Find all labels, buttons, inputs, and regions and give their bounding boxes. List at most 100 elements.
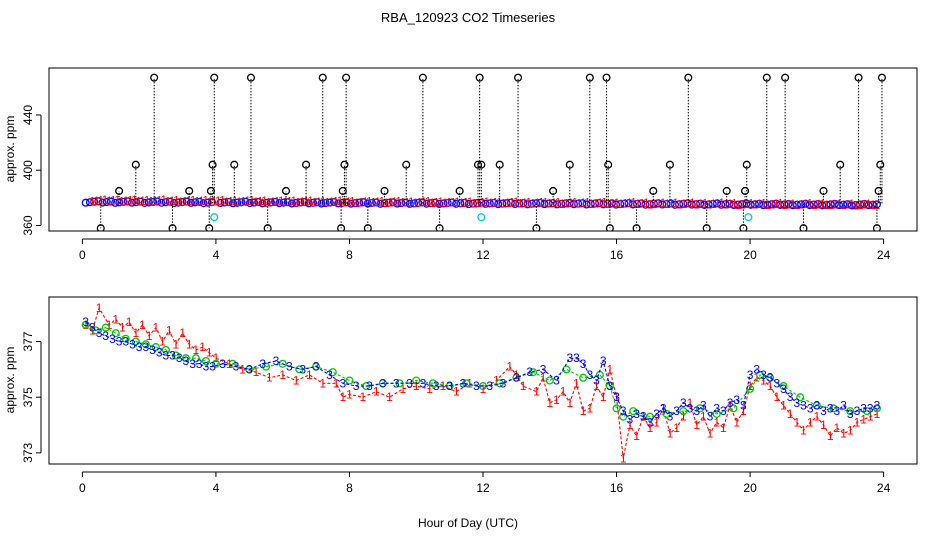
bottom-series-2-point: 3 (129, 337, 136, 351)
top-series-1-point: 1 (613, 196, 620, 210)
top-series-1-point: 1 (446, 196, 453, 210)
bottom-series-0-point: 1 (740, 404, 747, 418)
bottom-series-2-point: 3 (613, 390, 620, 404)
top-series-0-point (691, 200, 701, 209)
top-series-1-point: 1 (345, 195, 352, 209)
top-series-0-point (784, 199, 793, 208)
top-series-1-point: 1 (89, 194, 96, 208)
bottom-x-tick-label: 20 (743, 481, 757, 495)
top-series-2-point (342, 73, 351, 82)
bottom-series-2-point: 3 (473, 379, 480, 393)
top-series-1-point: 1 (655, 196, 662, 210)
top-series-1-point: 1 (823, 198, 830, 212)
top-series-0-point (687, 200, 696, 209)
bottom-series-2-point: 3 (800, 399, 807, 413)
bottom-series-2-point: 3 (122, 335, 129, 349)
top-series-0-point (574, 199, 583, 208)
top-series-0-point (712, 199, 722, 208)
top-series-1-point: 1 (857, 198, 864, 212)
top-series-1-point: 1 (530, 197, 537, 211)
bottom-series-1-point (211, 359, 220, 368)
top-series-0-point (586, 199, 595, 209)
top-series-1-point: 1 (370, 196, 377, 210)
top-series-1-point: 1 (207, 195, 214, 209)
top-series-2-point (514, 73, 523, 82)
top-x-tick-label: 16 (610, 248, 624, 262)
top-y-tick-label: 360 (21, 215, 35, 235)
top-series-2-point (684, 73, 693, 82)
bottom-series-1-point (562, 365, 571, 374)
bottom-series-2-point: 3 (720, 404, 727, 418)
bottom-series-0-point: 1 (693, 418, 700, 432)
top-series-0-point (489, 198, 499, 207)
top-series-0-point (717, 200, 726, 209)
bottom-series-2-point: 3 (102, 329, 109, 343)
bottom-series-2-point: 3 (393, 376, 400, 390)
bottom-series-2-point: 3 (406, 376, 413, 390)
top-series-0-point (750, 200, 759, 209)
bottom-series-2-point: 3 (673, 404, 680, 418)
bottom-series-2-point: 3 (727, 396, 734, 410)
bottom-series-0-point: 1 (279, 368, 286, 382)
bottom-series-2-point: 3 (854, 404, 861, 418)
top-clipped-marks: 1111111111111111111111111111111111111111… (81, 73, 886, 231)
top-series-0-point (578, 199, 587, 208)
bottom-series-1-point (612, 404, 621, 413)
top-series-0-point (140, 198, 149, 207)
bottom-series-2-point: 3 (767, 371, 774, 385)
bottom-series-1-point (729, 404, 738, 413)
bottom-series-2-point: 3 (196, 357, 203, 371)
top-series-0-point (582, 200, 591, 209)
top-series-0-point (797, 200, 806, 209)
top-series-0-point (616, 200, 625, 209)
top-series-1-point: 1 (437, 195, 444, 209)
top-series-1-point: 1 (286, 195, 293, 209)
top-series-1-point: 1 (102, 193, 109, 207)
top-series-2-point (263, 224, 272, 231)
top-series-0-point (835, 201, 844, 210)
top-series-0-point (856, 200, 865, 209)
bottom-series-2-point: 3 (653, 407, 660, 421)
top-series-0-point (153, 197, 162, 206)
top-series-0-point (393, 199, 402, 208)
top-series-0-point (132, 198, 141, 207)
top-series-0-point (759, 201, 768, 210)
bottom-series-0-point: 1 (359, 390, 366, 404)
bottom-x-tick-label: 12 (476, 481, 490, 495)
top-series-0-point (300, 197, 309, 207)
bottom-series-1-point (81, 320, 90, 329)
top-series-1-point: 1 (819, 197, 826, 211)
top-series-0-point (755, 199, 764, 208)
top-series-1-point: 1 (727, 197, 734, 211)
top-series-0-point (460, 198, 469, 207)
top-series-0-point (611, 200, 621, 209)
bottom-series-0-point: 1 (139, 318, 146, 332)
top-series-0-point (510, 199, 520, 209)
bottom-series-0-point: 1 (373, 385, 380, 399)
top-series-1-point: 1 (593, 197, 600, 211)
top-series-2-point (210, 73, 219, 82)
top-y-tick-label: 440 (21, 105, 35, 125)
bottom-series-2-point: 3 (313, 360, 320, 374)
top-series-0-point (679, 199, 688, 208)
top-series-1-point: 1 (634, 197, 641, 211)
top-series-1-point: 1 (798, 198, 805, 212)
top-series-1-point: 1 (647, 197, 654, 211)
bottom-y-tick-label: 373 (21, 443, 35, 463)
bottom-series-1-point (111, 329, 120, 338)
top-series-1-point: 1 (643, 196, 650, 210)
top-series-0-point (405, 199, 414, 208)
bottom-series-0-point: 1 (146, 329, 153, 343)
bottom-series-2-point: 3 (246, 362, 253, 376)
top-series-0-point (595, 198, 604, 208)
bottom-series-0-point: 1 (346, 387, 353, 401)
bottom-series-2-point: 3 (526, 365, 533, 379)
top-series-0-point (325, 198, 334, 207)
bottom-series-2-point: 3 (500, 376, 507, 390)
top-series-2-point (605, 224, 614, 231)
bottom-series-0-point: 1 (193, 343, 200, 357)
top-series-1-point: 1 (869, 198, 876, 212)
bottom-series-2-point: 3 (366, 379, 373, 393)
top-series-0-point (452, 199, 461, 208)
